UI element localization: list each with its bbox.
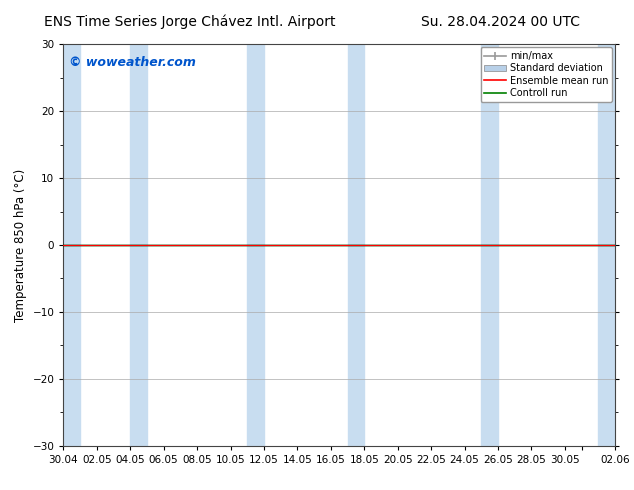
Text: © woweather.com: © woweather.com [69,56,196,69]
Bar [63,44,80,446]
Text: Su. 28.04.2024 00 UTC: Su. 28.04.2024 00 UTC [422,15,580,29]
Text: ENS Time Series Jorge Chávez Intl. Airport: ENS Time Series Jorge Chávez Intl. Airpo… [44,15,336,29]
Bar [481,44,498,446]
Y-axis label: Temperature 850 hPa (°C): Temperature 850 hPa (°C) [14,169,27,321]
Bar [247,44,264,446]
Bar [130,44,147,446]
Bar [598,44,615,446]
Legend: min/max, Standard deviation, Ensemble mean run, Controll run: min/max, Standard deviation, Ensemble me… [481,47,612,102]
Bar [347,44,365,446]
